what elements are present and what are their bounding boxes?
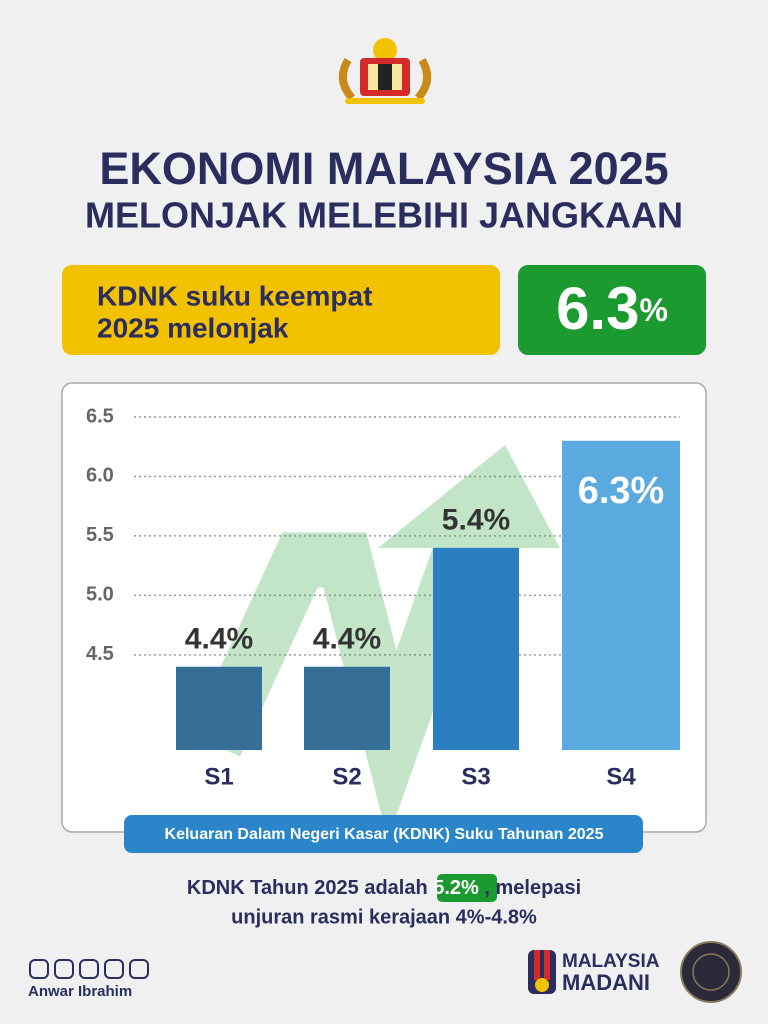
madani-stripe: [544, 950, 550, 980]
bar: [176, 666, 262, 750]
youtube-icon[interactable]: [129, 959, 149, 979]
bar: [562, 440, 680, 750]
tiktok-icon[interactable]: [104, 959, 124, 979]
value-label: 4.4%: [313, 623, 381, 656]
office-seal-inner: [692, 953, 730, 991]
brand: MADANI: [562, 970, 650, 995]
value-label: 4.4%: [185, 623, 253, 656]
y-tick-label: 5.0: [86, 584, 114, 606]
caption-box: [124, 815, 643, 853]
summary-highlight-box: [437, 874, 497, 902]
y-tick-label: 4.5: [86, 643, 114, 665]
social-icons: [29, 959, 149, 979]
crest-tigers: [338, 57, 432, 101]
x-tick-label: S4: [606, 763, 636, 790]
y-tick-label: 6.0: [86, 465, 114, 487]
madani-moon: [535, 978, 549, 992]
instagram-icon[interactable]: [54, 959, 74, 979]
arrow-body: [190, 515, 496, 840]
x-tick-label: S3: [461, 763, 490, 790]
crest: [338, 38, 432, 104]
subtitle: MELONJAK MELEBIHI JANGKAAN: [85, 195, 683, 236]
x-tick-label: S2: [332, 763, 361, 790]
bar: [304, 666, 390, 750]
summary-line: KDNK Tahun 2025 adalah 5.2% , melepasi: [187, 877, 581, 899]
highlight-number: 6.3: [556, 275, 639, 342]
trend-arrow: [190, 445, 560, 840]
madani-stripe: [534, 950, 540, 980]
brand: MALAYSIA: [562, 951, 660, 972]
arrow-head: [378, 445, 560, 548]
y-tick-label: 5.5: [86, 524, 114, 546]
bars: 4.4% S1 4.4% S2 5.4% S3 6.3% S4: [176, 440, 680, 790]
x-icon[interactable]: [79, 959, 99, 979]
highlight-text: 2025 melonjak: [97, 312, 289, 343]
madani-logo: [528, 950, 556, 994]
crest-center: [378, 64, 392, 90]
summary-line: unjuran rasmi kerajaan 4%-4.8%: [231, 906, 537, 928]
highlight-text: KDNK suku keempat: [97, 280, 372, 311]
highlight-value: 6.3%: [556, 275, 668, 342]
chart-caption: Keluaran Dalam Negeri Kasar (KDNK) Suku …: [165, 826, 604, 843]
title: EKONOMI MALAYSIA 2025: [99, 143, 668, 194]
author: Anwar Ibrahim: [28, 983, 132, 1000]
grid: 4.5 5.0 5.5 6.0 6.5: [86, 405, 680, 665]
y-tick-label: 6.5: [86, 405, 114, 427]
crest-ribbon: [345, 98, 425, 104]
summary-text: KDNK Tahun 2025 adalah: [187, 877, 428, 899]
x-tick-label: S1: [204, 763, 233, 790]
office-seal: [680, 941, 742, 1003]
highlight-value-box: [518, 265, 706, 355]
crest-star: [373, 38, 397, 62]
summary-text: , melepasi: [484, 877, 581, 899]
value-label: 5.4%: [442, 504, 510, 537]
bar: [433, 547, 519, 750]
highlight-box: [62, 265, 500, 355]
facebook-icon[interactable]: [29, 959, 49, 979]
summary-value: 5.2%: [433, 877, 479, 899]
value-label: 6.3%: [578, 470, 665, 512]
highlight-unit: %: [639, 292, 667, 328]
